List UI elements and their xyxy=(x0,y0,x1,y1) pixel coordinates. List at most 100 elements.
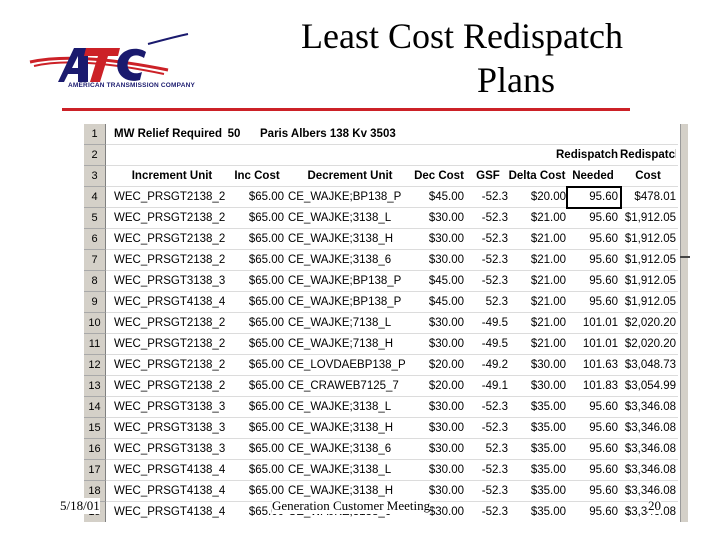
table-cell[interactable]: $30.00 xyxy=(428,506,464,518)
table-cell[interactable]: 95.60 xyxy=(589,296,618,308)
table-cell[interactable]: $65.00 xyxy=(248,317,284,329)
table-cell[interactable]: CE_WAJKE;7138_H xyxy=(288,338,394,350)
table-cell[interactable]: WEC_PRSGT2138_2 xyxy=(114,359,226,371)
table-cell[interactable]: 52.3 xyxy=(485,296,508,308)
table-cell[interactable]: $30.00 xyxy=(530,380,566,392)
table-cell[interactable]: $21.00 xyxy=(530,254,566,266)
table-cell[interactable]: $30.00 xyxy=(428,338,464,350)
table-cell[interactable]: $35.00 xyxy=(530,401,566,413)
table-cell[interactable]: WEC_PRSGT3138_3 xyxy=(114,275,226,287)
table-cell[interactable]: $21.00 xyxy=(530,296,566,308)
table-cell[interactable]: 95.60 xyxy=(589,443,618,455)
table-cell[interactable]: $1,912.05 xyxy=(624,275,676,287)
table-cell[interactable]: $65.00 xyxy=(248,191,284,203)
table-cell[interactable]: -52.3 xyxy=(481,401,508,413)
column-header[interactable]: Needed xyxy=(572,170,614,182)
table-cell[interactable]: -52.3 xyxy=(481,254,508,266)
table-cell[interactable]: WEC_PRSGT2138_2 xyxy=(114,212,226,224)
table-cell[interactable]: 95.60 xyxy=(589,191,618,203)
table-cell[interactable]: $65.00 xyxy=(248,338,284,350)
table-cell[interactable]: $2,020.20 xyxy=(624,317,676,329)
table-cell[interactable]: 95.60 xyxy=(589,464,618,476)
table-cell[interactable]: 95.60 xyxy=(589,506,618,518)
table-cell[interactable]: 95.60 xyxy=(589,212,618,224)
table-cell[interactable]: $65.00 xyxy=(248,380,284,392)
row-header[interactable]: 2 xyxy=(84,145,106,166)
table-cell[interactable]: $20.00 xyxy=(530,191,566,203)
table-cell[interactable]: $1,912.05 xyxy=(624,254,676,266)
table-cell[interactable]: $1,912.05 xyxy=(624,212,676,224)
table-cell[interactable]: CE_LOVDAEBP138_P xyxy=(288,359,406,371)
spreadsheet[interactable]: 12345678910111213141516171819MW Relief R… xyxy=(84,124,678,522)
table-cell[interactable]: -49.2 xyxy=(481,359,508,371)
table-cell[interactable]: $21.00 xyxy=(530,233,566,245)
header-redispatch-cost-top[interactable]: Redispatch xyxy=(620,149,676,161)
table-cell[interactable]: 95.60 xyxy=(589,254,618,266)
table-cell[interactable]: $65.00 xyxy=(248,401,284,413)
table-cell[interactable]: 101.83 xyxy=(582,380,618,392)
table-cell[interactable]: $35.00 xyxy=(530,506,566,518)
facility-name[interactable]: Paris Albers 138 Kv 3503 xyxy=(260,128,396,140)
row-header[interactable]: 17 xyxy=(84,460,106,481)
table-cell[interactable]: $20.00 xyxy=(428,359,464,371)
table-cell[interactable]: -52.3 xyxy=(481,485,508,497)
table-cell[interactable]: $45.00 xyxy=(428,275,464,287)
row-header[interactable]: 13 xyxy=(84,376,106,397)
table-cell[interactable]: $478.01 xyxy=(634,191,676,203)
table-cell[interactable]: $65.00 xyxy=(248,443,284,455)
table-cell[interactable]: $21.00 xyxy=(530,317,566,329)
row-header[interactable]: 7 xyxy=(84,250,106,271)
table-cell[interactable]: $3,346.08 xyxy=(624,464,676,476)
table-cell[interactable]: CE_WAJKE;3138_6 xyxy=(288,443,392,455)
table-cell[interactable]: WEC_PRSGT4138_4 xyxy=(114,464,226,476)
table-cell[interactable]: 95.60 xyxy=(589,485,618,497)
table-cell[interactable]: $30.00 xyxy=(428,254,464,266)
table-cell[interactable]: CE_WAJKE;3138_H xyxy=(288,233,394,245)
table-cell[interactable]: CE_CRAWEB7125_7 xyxy=(288,380,399,392)
table-cell[interactable]: $65.00 xyxy=(248,233,284,245)
table-cell[interactable]: 95.60 xyxy=(589,233,618,245)
table-cell[interactable]: WEC_PRSGT2138_2 xyxy=(114,254,226,266)
row-header[interactable]: 15 xyxy=(84,418,106,439)
table-cell[interactable]: 101.01 xyxy=(582,317,618,329)
table-cell[interactable]: -52.3 xyxy=(481,422,508,434)
row-header[interactable]: 9 xyxy=(84,292,106,313)
table-cell[interactable]: $1,912.05 xyxy=(624,296,676,308)
row-header[interactable]: 5 xyxy=(84,208,106,229)
row-header[interactable]: 14 xyxy=(84,397,106,418)
table-cell[interactable]: -52.3 xyxy=(481,464,508,476)
column-header[interactable]: Inc Cost xyxy=(234,170,280,182)
row-header[interactable]: 1 xyxy=(84,124,106,145)
column-header[interactable]: Increment Unit xyxy=(131,170,213,182)
mw-relief-value[interactable]: 50 xyxy=(227,128,241,140)
table-cell[interactable]: $3,346.08 xyxy=(624,443,676,455)
table-cell[interactable]: -49.1 xyxy=(481,380,508,392)
column-header[interactable]: Cost xyxy=(635,170,661,182)
table-cell[interactable]: -52.3 xyxy=(481,212,508,224)
column-header[interactable]: Dec Cost xyxy=(414,170,464,182)
table-cell[interactable]: $65.00 xyxy=(248,254,284,266)
table-cell[interactable]: $2,020.20 xyxy=(624,338,676,350)
table-cell[interactable]: CE_WAJKE;3138_L xyxy=(288,212,392,224)
table-cell[interactable]: WEC_PRSGT3138_3 xyxy=(114,401,226,413)
table-cell[interactable]: $30.00 xyxy=(428,401,464,413)
table-cell[interactable]: -49.5 xyxy=(481,338,508,350)
row-header[interactable]: 8 xyxy=(84,271,106,292)
table-cell[interactable]: CE_WAJKE;BP138_P xyxy=(288,275,402,287)
table-cell[interactable]: $65.00 xyxy=(248,485,284,497)
column-header[interactable]: Delta Cost xyxy=(508,170,566,182)
table-cell[interactable]: $65.00 xyxy=(248,296,284,308)
selected-cell[interactable] xyxy=(566,186,622,209)
table-cell[interactable]: $65.00 xyxy=(248,275,284,287)
table-cell[interactable]: WEC_PRSGT2138_2 xyxy=(114,317,226,329)
table-cell[interactable]: WEC_PRSGT4138_4 xyxy=(114,506,226,518)
table-cell[interactable]: $65.00 xyxy=(248,464,284,476)
table-cell[interactable]: WEC_PRSGT2138_2 xyxy=(114,191,226,203)
row-header[interactable]: 16 xyxy=(84,439,106,460)
table-cell[interactable]: $30.00 xyxy=(428,422,464,434)
table-cell[interactable]: $3,346.08 xyxy=(624,422,676,434)
row-header[interactable]: 3 xyxy=(84,166,106,187)
table-cell[interactable]: $35.00 xyxy=(530,443,566,455)
table-cell[interactable]: $45.00 xyxy=(428,191,464,203)
row-header[interactable]: 4 xyxy=(84,187,106,208)
